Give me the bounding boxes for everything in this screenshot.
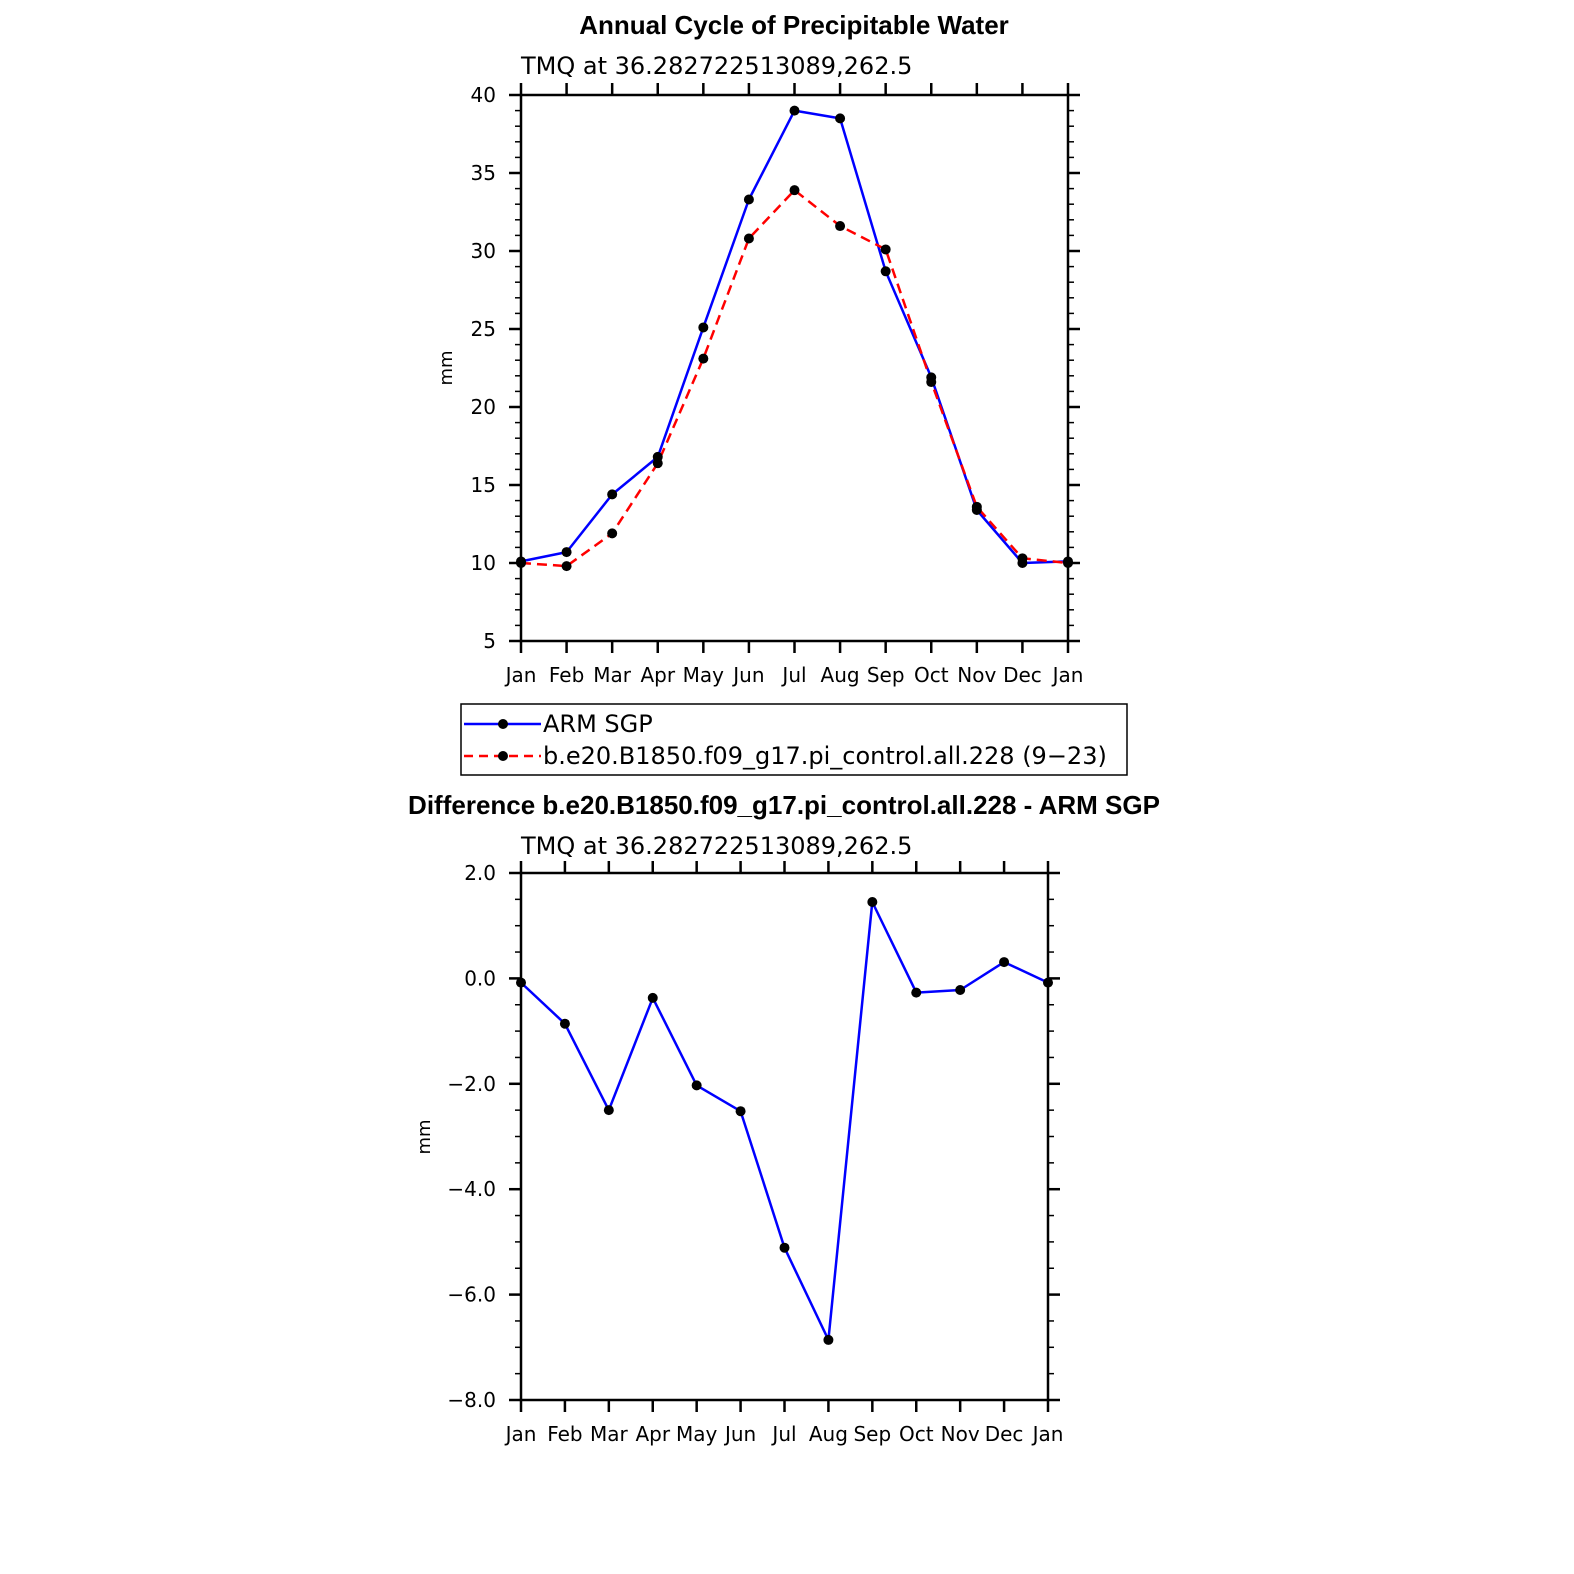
x-tick-label: Nov: [941, 1422, 980, 1446]
y-tick-label: 2.0: [464, 861, 496, 885]
data-point-series-2: [698, 353, 709, 364]
x-tick-label: Jan: [504, 663, 537, 687]
plot-frame-1: [519, 93, 1070, 643]
data-point-series-2: [789, 185, 800, 196]
series-group-1: [516, 105, 1073, 572]
data-point-series-2: [880, 244, 891, 255]
x-tick-label: Aug: [821, 663, 860, 687]
x-tick-label: Apr: [640, 663, 675, 687]
x-tick-label: Oct: [914, 663, 949, 687]
data-point-series-2: [1017, 553, 1028, 564]
legend-label-model: b.e20.B1850.f09_g17.pi_control.all.228 (…: [543, 742, 1107, 770]
y-tick-label: 5: [483, 629, 496, 653]
x-tick-label: Dec: [1003, 663, 1042, 687]
x-tick-label: Feb: [549, 663, 584, 687]
data-point-series-2: [516, 558, 526, 568]
x-tick-label: Feb: [547, 1422, 582, 1446]
data-point-series-2: [926, 377, 937, 388]
y-tick-label: −4.0: [447, 1177, 496, 1201]
chart-title-2: Difference b.e20.B1850.f09_g17.pi_contro…: [408, 790, 1160, 820]
data-point-series-1: [955, 984, 966, 995]
x-tick-label: Jan: [1031, 1422, 1064, 1446]
y-tick-label: 35: [471, 161, 496, 185]
y-tick-label: 25: [471, 317, 496, 341]
y-tick-label: −8.0: [447, 1388, 496, 1412]
data-point-series-1: [880, 266, 891, 277]
data-point-series-1: [647, 992, 658, 1003]
data-point-series-2: [743, 233, 754, 244]
plot-frame-2: [519, 871, 1050, 1402]
legend-entry-model: b.e20.B1850.f09_g17.pi_control.all.228 (…: [464, 742, 1107, 770]
y-tick-label: 0.0: [464, 966, 496, 990]
x-tick-label: Nov: [957, 663, 996, 687]
legend-label-arm-sgp: ARM SGP: [543, 710, 653, 738]
data-point-series-2: [835, 221, 846, 232]
x-tick-label: Jan: [1051, 663, 1084, 687]
data-point-series-1: [1043, 977, 1053, 988]
data-point-series-1: [561, 547, 572, 558]
series-line-2: [520, 188, 1069, 568]
chart-subtitle-2: TMQ at 36.282722513089,262.5: [520, 832, 912, 860]
x-tick-label: Mar: [593, 663, 632, 687]
x-tick-label: May: [676, 1422, 718, 1446]
data-point-series-1: [516, 977, 526, 988]
data-point-series-1: [999, 957, 1010, 968]
legend-box: [460, 703, 1128, 776]
data-point-series-2: [607, 528, 618, 539]
data-point-series-1: [789, 105, 800, 116]
x-tick-label: Mar: [590, 1422, 629, 1446]
y-tick-label: 40: [471, 83, 496, 107]
x-tick-label: Jul: [780, 663, 806, 687]
x-tick-label: Jan: [504, 1422, 537, 1446]
x-tick-label: Dec: [985, 1422, 1024, 1446]
data-point-series-2: [652, 458, 663, 469]
y-tick-label: −2.0: [447, 1072, 496, 1096]
data-point-series-2: [561, 561, 572, 572]
y-axis-label-2: mm: [414, 1119, 435, 1154]
x-tick-label: May: [683, 663, 725, 687]
axis-ticks-1: Jan Feb Mar Apr May Jun Jul Aug Sep Oct Nov Dec Jan 5…: [471, 83, 1084, 687]
x-tick-label: Sep: [867, 663, 905, 687]
x-tick-label: Jun: [723, 1422, 756, 1446]
panel-annual-cycle: Annual Cycle of Precipitable Water TMQ a…: [436, 10, 1128, 776]
legend-marker-arm-sgp: [498, 719, 508, 729]
data-point-series-1: [835, 113, 846, 124]
legend-marker-model: [498, 751, 508, 761]
x-tick-label: Sep: [853, 1422, 891, 1446]
data-point-series-1: [823, 1334, 834, 1345]
chart-subtitle-1: TMQ at 36.282722513089,262.5: [520, 52, 912, 80]
data-point-series-1: [743, 194, 754, 205]
x-tick-label: Jul: [770, 1422, 796, 1446]
data-point-series-1: [607, 489, 618, 500]
x-tick-label: Oct: [899, 1422, 934, 1446]
y-tick-label: 20: [471, 395, 496, 419]
y-tick-label: −6.0: [447, 1283, 496, 1307]
x-tick-label: Apr: [635, 1422, 670, 1446]
data-point-series-2: [971, 501, 982, 512]
y-tick-label: 10: [471, 551, 496, 575]
chart-title-1: Annual Cycle of Precipitable Water: [579, 10, 1009, 40]
data-point-series-2: [1063, 558, 1073, 568]
series-line-1: [520, 900, 1049, 1342]
data-point-series-1: [911, 987, 922, 998]
y-tick-label: 30: [471, 239, 496, 263]
y-tick-label: 15: [471, 473, 496, 497]
legend-entry-arm-sgp: ARM SGP: [464, 710, 653, 738]
x-tick-label: Jun: [731, 663, 764, 687]
data-point-series-1: [698, 322, 709, 333]
axis-ticks-2: Jan Feb Mar Apr May Jun Jul Aug Sep Oct Nov Dec Jan−…: [447, 861, 1063, 1446]
series-group-2: [516, 896, 1053, 1345]
data-point-series-1: [603, 1105, 614, 1116]
x-tick-label: Aug: [809, 1422, 848, 1446]
data-point-series-1: [691, 1080, 702, 1091]
series-line-1: [520, 109, 1069, 565]
data-point-series-1: [867, 896, 878, 907]
data-point-series-1: [559, 1018, 570, 1029]
y-axis-label-1: mm: [436, 350, 457, 385]
panel-difference: Difference b.e20.B1850.f09_g17.pi_contro…: [408, 790, 1160, 1446]
data-point-series-1: [779, 1242, 790, 1253]
data-point-series-1: [735, 1106, 746, 1117]
